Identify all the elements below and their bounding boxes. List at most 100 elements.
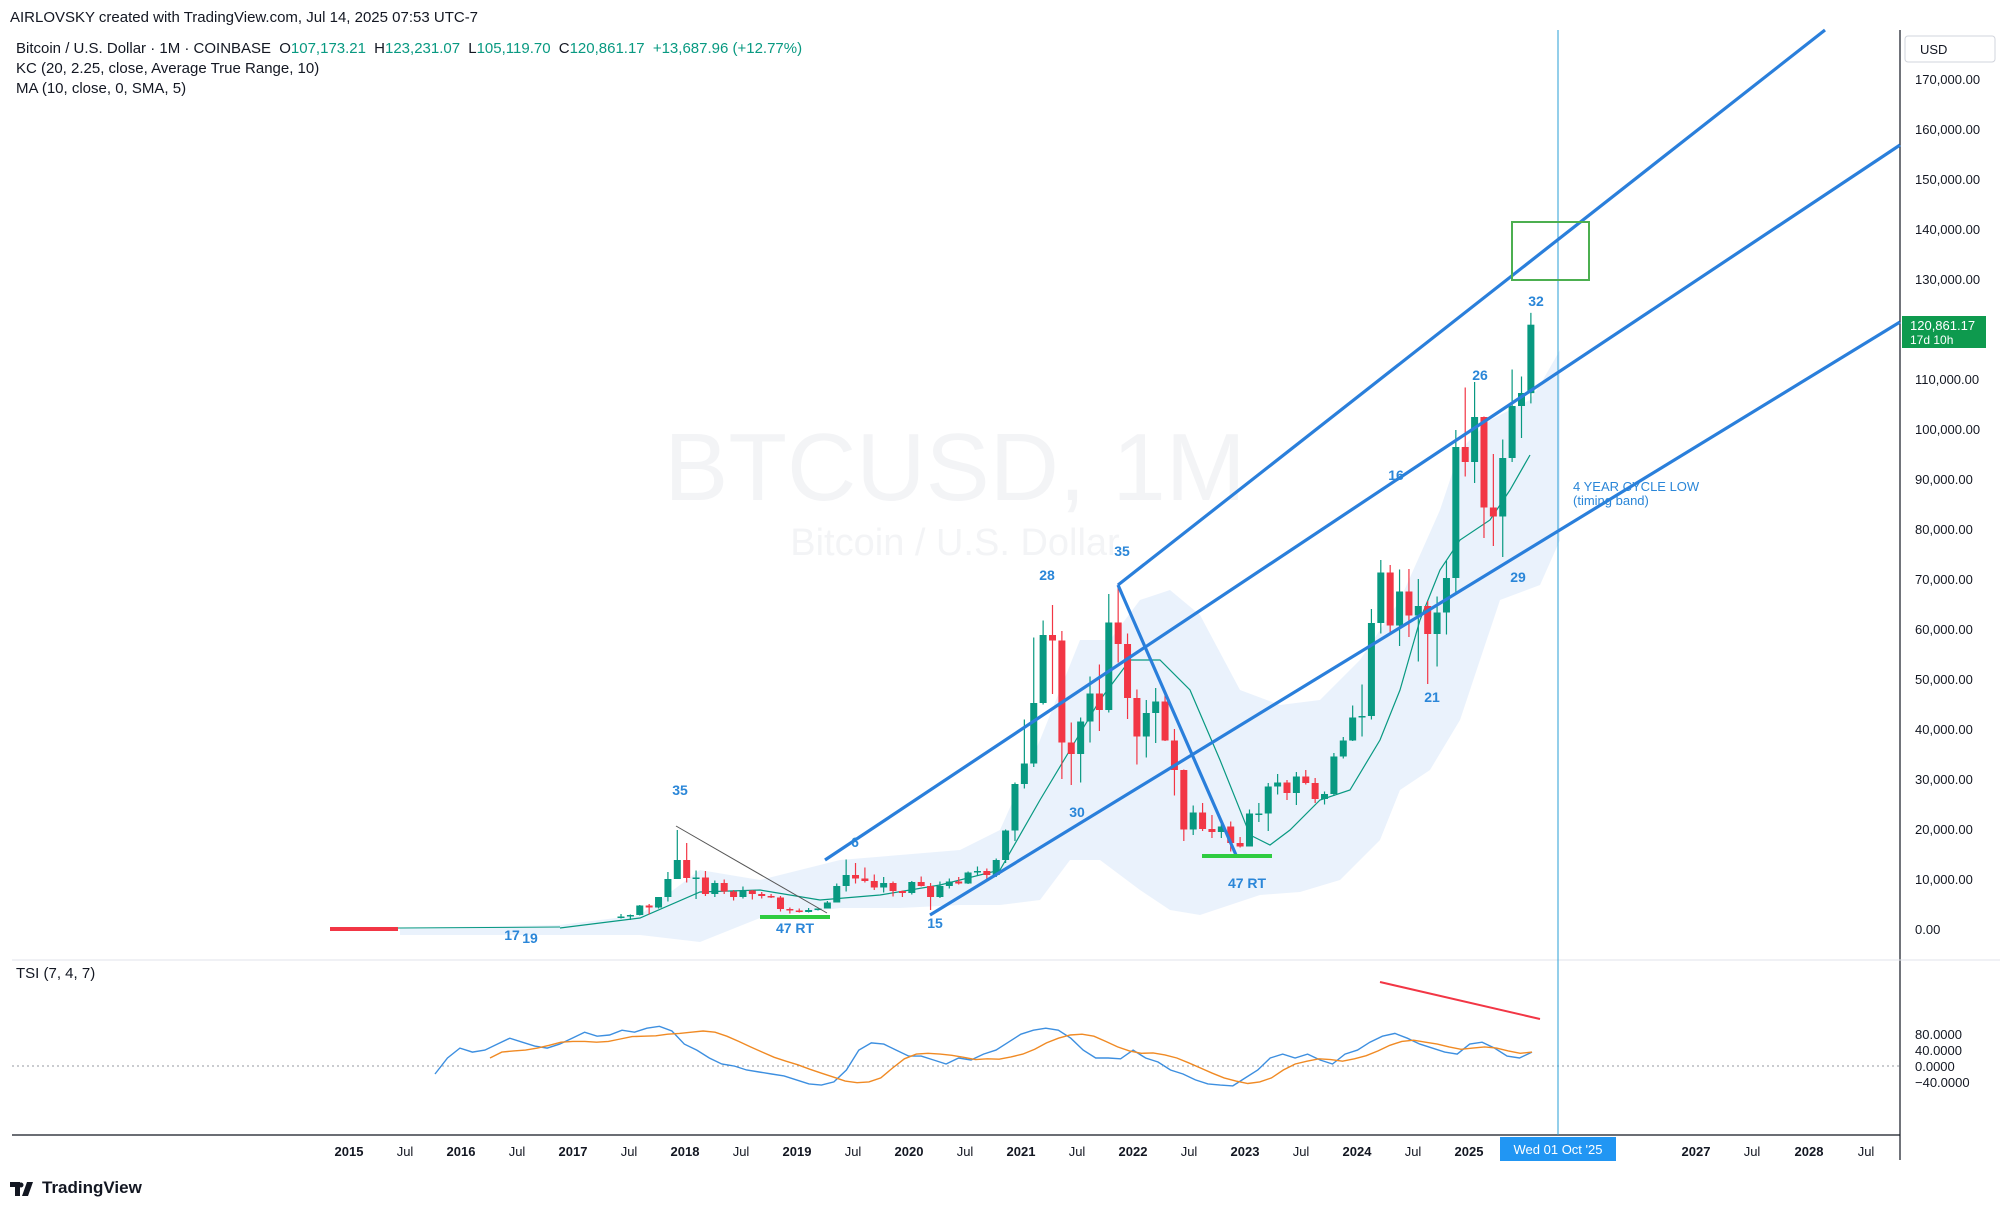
candle-body — [1067, 742, 1075, 754]
candle-body — [964, 872, 972, 884]
price-tick-label: 80,000.00 — [1915, 522, 1973, 537]
price-tick-label: 50,000.00 — [1915, 672, 1973, 687]
early-price-trace — [397, 926, 561, 929]
candle-body — [730, 891, 738, 897]
candle-body — [1030, 703, 1038, 764]
cycle-count-label: 35 — [672, 782, 688, 798]
time-tick-label: 2018 — [671, 1144, 700, 1159]
cycle-count-label: 16 — [1388, 467, 1404, 483]
ma-indicator-legend[interactable]: MA (10, close, 0, SMA, 5) — [16, 80, 187, 97]
candle-body — [1414, 606, 1422, 616]
price-tick-label: 170,000.00 — [1915, 72, 1980, 87]
candle-body — [1527, 324, 1535, 394]
tsi-divergence-line — [1379, 981, 1541, 1020]
tsi-indicator-legend[interactable]: TSI (7, 4, 7) — [16, 965, 96, 982]
candle-body — [992, 860, 1000, 875]
currency-label[interactable]: USD — [1920, 42, 1947, 57]
candle-body — [973, 871, 981, 873]
cycle-count-label: 15 — [927, 915, 943, 931]
candle-body — [701, 877, 709, 894]
time-tick-label: 2021 — [1007, 1144, 1036, 1159]
tsi-tick-label: 40.0000 — [1915, 1043, 1962, 1058]
time-tick-label: 2028 — [1795, 1144, 1824, 1159]
rt-label: 47 RT — [1228, 875, 1267, 891]
candle-body — [1396, 591, 1404, 626]
2018-trend-line — [675, 825, 828, 914]
symbol-description[interactable]: Bitcoin / U.S. Dollar · 1M · COINBASE — [16, 40, 272, 57]
candle-body — [1349, 717, 1357, 741]
price-tick-label: 160,000.00 — [1915, 122, 1980, 137]
candle-body — [880, 883, 888, 888]
candle-body — [1330, 756, 1338, 794]
cycle-count-label: 21 — [1424, 689, 1440, 705]
candle-body — [1142, 713, 1150, 737]
price-tick-label: 20,000.00 — [1915, 822, 1973, 837]
candle-body — [1011, 784, 1019, 831]
candle-body — [917, 882, 925, 886]
candle-body — [1499, 458, 1507, 517]
candle-body — [1424, 606, 1432, 634]
candle-body — [1386, 572, 1394, 626]
cycle-count-label: 19 — [522, 930, 538, 946]
cycle-count-label: 28 — [1039, 567, 1055, 583]
price-tick-label: 10,000.00 — [1915, 872, 1973, 887]
candle-body — [1114, 622, 1122, 644]
candle-body — [1208, 829, 1216, 832]
cycle-low-note-sub: (timing band) — [1573, 493, 1649, 508]
kc-indicator-legend[interactable]: KC (20, 2.25, close, Average True Range,… — [16, 60, 320, 77]
candle-body — [645, 905, 653, 908]
tradingview-logo[interactable]: TradingView — [10, 1178, 142, 1198]
candle-body — [1217, 826, 1225, 832]
channel-middle-line — [824, 143, 1901, 862]
open-label: O — [279, 40, 291, 57]
candle-body — [767, 896, 775, 898]
candle-body — [1002, 830, 1010, 860]
candle-body — [664, 879, 672, 897]
time-tick-label: 2027 — [1682, 1144, 1711, 1159]
candle-body — [1508, 406, 1516, 458]
time-tick-label: Jul — [1744, 1144, 1761, 1159]
last-price-badge — [1902, 316, 1986, 348]
candle-body — [1095, 693, 1103, 710]
time-tick-label: Jul — [1181, 1144, 1198, 1159]
cycle-count-label: 35 — [1114, 543, 1130, 559]
candle-body — [1245, 813, 1253, 847]
candle-body — [1152, 701, 1160, 713]
cycle-count-label: 29 — [1510, 569, 1526, 585]
candle-body — [673, 860, 681, 879]
candle-body — [889, 883, 897, 891]
candle-body — [1255, 813, 1263, 815]
time-tick-label: 2017 — [559, 1144, 588, 1159]
candle-body — [1461, 447, 1469, 462]
candle-body — [945, 881, 953, 886]
currency-selector[interactable] — [1904, 35, 1996, 63]
ohlc-legend[interactable]: Bitcoin / U.S. Dollar · 1M · COINBASE O 1… — [16, 40, 806, 57]
cycle-count-label: 32 — [1528, 293, 1544, 309]
time-tick-label: Jul — [621, 1144, 638, 1159]
candle-body — [1433, 612, 1441, 634]
candle-body — [720, 883, 728, 892]
candle-body — [1039, 635, 1047, 703]
high-value: 123,231.07 — [385, 40, 461, 57]
candle-body — [852, 875, 860, 879]
change-value: +13,687.96 (+12.77%) — [652, 40, 803, 57]
price-tick-label: 40,000.00 — [1915, 722, 1973, 737]
time-tick-label: Jul — [1858, 1144, 1875, 1159]
price-tick-label: 100,000.00 — [1915, 422, 1980, 437]
candle-body — [1452, 447, 1460, 578]
high-label: H — [374, 40, 385, 57]
candle-body — [898, 891, 906, 893]
candle-body — [1489, 507, 1497, 517]
price-tick-label: 150,000.00 — [1915, 172, 1980, 187]
candle-body — [1189, 812, 1197, 830]
time-tick-label: 2023 — [1231, 1144, 1260, 1159]
tsi-tick-label: 80.0000 — [1915, 1027, 1962, 1042]
price-tick-label: 110,000.00 — [1915, 372, 1979, 387]
candle-body — [1077, 721, 1085, 754]
price-tick-label: 130,000.00 — [1915, 272, 1980, 287]
time-tick-label: Jul — [509, 1144, 526, 1159]
time-tick-label: 2016 — [447, 1144, 476, 1159]
time-tick-label: Jul — [1293, 1144, 1310, 1159]
cursor-time-label: Wed 01 Oct '25 — [1514, 1142, 1603, 1157]
